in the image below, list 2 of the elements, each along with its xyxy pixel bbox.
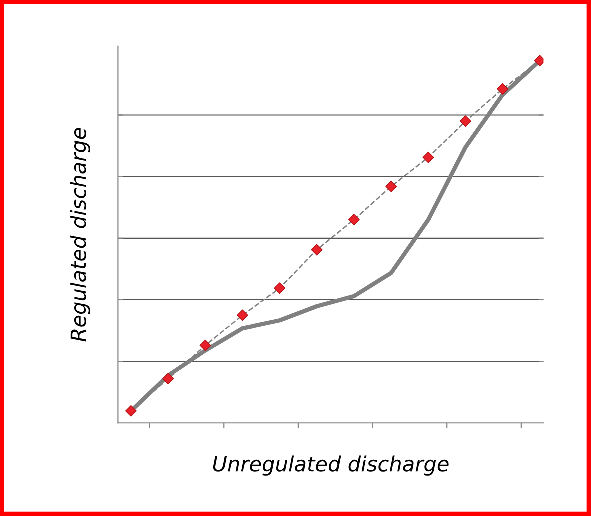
- y-axis-title: Regulated discharge: [70, 128, 90, 342]
- x-axis-title: Unregulated discharge: [213, 456, 449, 476]
